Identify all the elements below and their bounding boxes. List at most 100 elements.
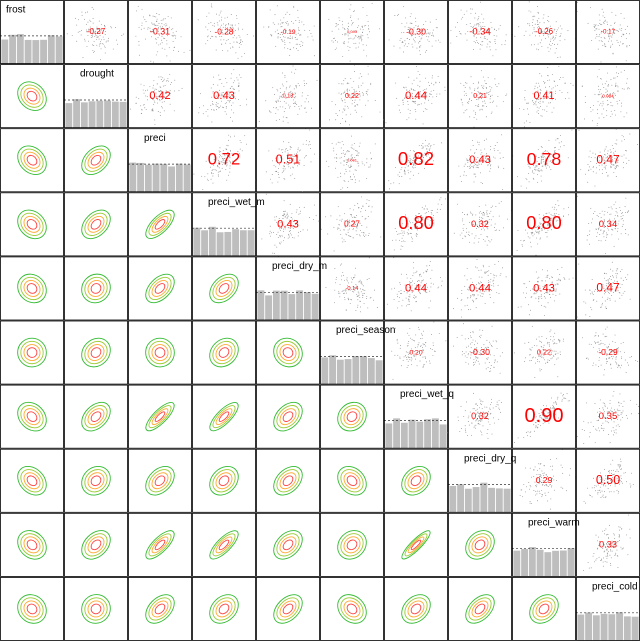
scatter-point bbox=[293, 237, 295, 239]
scatter-point bbox=[356, 294, 358, 295]
scatter-point bbox=[409, 150, 411, 151]
scatter-point bbox=[599, 104, 601, 106]
scatter-point bbox=[557, 396, 559, 398]
scatter-point bbox=[498, 167, 499, 169]
scatter-point bbox=[555, 31, 557, 33]
scatter-point bbox=[475, 355, 477, 357]
scatter-point bbox=[349, 287, 351, 289]
scatter-point bbox=[130, 108, 132, 110]
scatter-point bbox=[613, 431, 615, 433]
scatter-point bbox=[272, 22, 274, 24]
histogram-bar bbox=[287, 293, 297, 321]
scatter-point bbox=[479, 96, 481, 97]
scatter-point bbox=[493, 285, 495, 287]
scatter-point bbox=[162, 107, 163, 109]
scatter-point bbox=[409, 359, 411, 360]
scatter-point bbox=[292, 159, 294, 161]
scatter-point bbox=[297, 149, 299, 151]
scatter-point bbox=[153, 84, 154, 86]
scatter-point bbox=[469, 241, 471, 243]
scatter-point bbox=[290, 48, 292, 50]
scatter-point bbox=[334, 157, 336, 159]
scatter-point bbox=[592, 293, 594, 295]
scatter-point bbox=[269, 230, 271, 232]
scatter-point bbox=[430, 93, 432, 95]
scatter-point bbox=[470, 357, 471, 359]
scatter-point bbox=[485, 154, 487, 156]
scatter-point bbox=[599, 94, 601, 96]
scatter-point bbox=[577, 1, 579, 3]
scatter-point bbox=[401, 166, 403, 168]
scatter-point bbox=[478, 97, 480, 99]
scatter-point bbox=[481, 85, 483, 87]
scatter-point bbox=[622, 34, 624, 36]
scatter-point bbox=[517, 176, 518, 178]
scatter-point bbox=[535, 254, 537, 256]
scatter-point bbox=[485, 204, 487, 206]
scatter-point bbox=[610, 46, 611, 48]
scatter-point bbox=[287, 122, 289, 124]
scatter-point bbox=[402, 42, 404, 43]
scatter-point bbox=[298, 213, 300, 215]
scatter-point bbox=[357, 162, 359, 164]
scatter-point bbox=[238, 84, 240, 86]
scatter-point bbox=[628, 210, 630, 212]
scatter-point bbox=[518, 26, 520, 28]
scatter-point bbox=[281, 93, 283, 95]
scatter-point bbox=[489, 46, 491, 48]
histogram-bar bbox=[118, 101, 128, 129]
scatter-point bbox=[586, 357, 588, 359]
cell-frame bbox=[448, 192, 512, 257]
scatter-point bbox=[606, 29, 608, 31]
scatter-point bbox=[548, 139, 550, 141]
scatter-point bbox=[540, 30, 542, 32]
scatter-point bbox=[537, 169, 539, 171]
scatter-point bbox=[408, 76, 410, 78]
scatter-point bbox=[603, 287, 605, 289]
scatter-point bbox=[477, 290, 479, 292]
scatter-point bbox=[277, 231, 279, 233]
scatter-point bbox=[533, 93, 535, 95]
scatter-point bbox=[344, 33, 346, 35]
scatter-point bbox=[585, 314, 587, 316]
scatter-point bbox=[615, 357, 617, 359]
scatter-point bbox=[221, 161, 223, 163]
scatter-point bbox=[417, 217, 419, 219]
scatter-point bbox=[614, 77, 616, 79]
scatter-point bbox=[533, 31, 535, 33]
scatter-point bbox=[236, 18, 238, 20]
scatter-point bbox=[284, 228, 286, 230]
scatter-point bbox=[610, 40, 612, 42]
scatter-point bbox=[285, 214, 287, 216]
scatter-point bbox=[539, 91, 541, 93]
scatter-point bbox=[89, 26, 91, 28]
scatter-point bbox=[406, 273, 408, 275]
scatter-point bbox=[404, 163, 406, 165]
scatter-point bbox=[345, 292, 347, 294]
scatter-point bbox=[135, 102, 137, 104]
contour-line bbox=[151, 344, 169, 362]
scatter-point bbox=[167, 28, 169, 30]
scatter-point bbox=[403, 171, 405, 173]
scatter-point bbox=[285, 163, 287, 165]
scatter-point bbox=[548, 50, 550, 52]
scatter-point bbox=[626, 112, 628, 114]
scatter-point bbox=[604, 272, 606, 274]
contour-line bbox=[212, 469, 236, 493]
scatter-point bbox=[349, 94, 350, 96]
scatter-point bbox=[603, 369, 605, 371]
scatter-point bbox=[234, 34, 235, 36]
scatter-point bbox=[354, 176, 355, 178]
scatter-point bbox=[473, 408, 475, 410]
scatter-point bbox=[299, 34, 301, 36]
scatter-point bbox=[421, 338, 423, 339]
scatter-point bbox=[395, 166, 396, 168]
scatter-point bbox=[287, 217, 289, 219]
scatter-point bbox=[478, 92, 480, 94]
scatter-point bbox=[604, 83, 606, 85]
scatter-point bbox=[140, 83, 142, 85]
scatter-point bbox=[479, 43, 481, 45]
scatter-point bbox=[217, 84, 219, 86]
scatter-point bbox=[100, 29, 102, 31]
scatter-point bbox=[462, 351, 463, 353]
